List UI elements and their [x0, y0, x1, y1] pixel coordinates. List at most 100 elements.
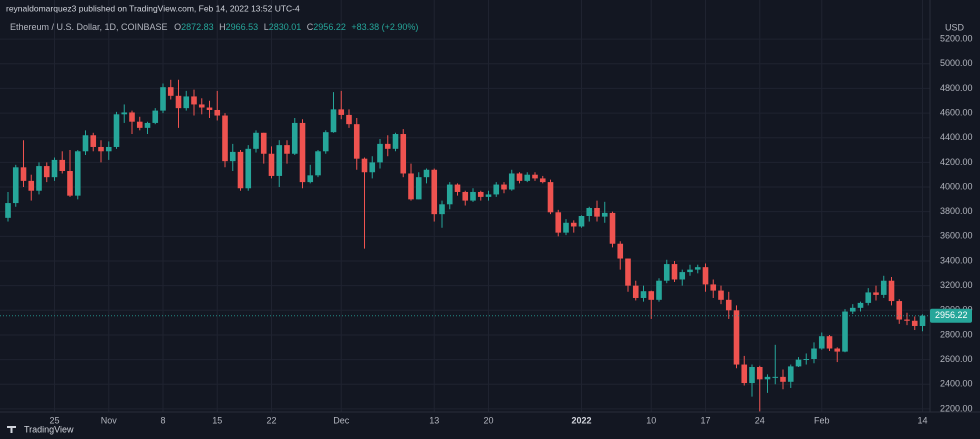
candle-body — [229, 151, 236, 162]
candle-body — [315, 151, 321, 176]
candle-body — [470, 191, 476, 201]
candle-body — [129, 112, 135, 122]
x-tick-label: 13 — [429, 415, 439, 425]
candle-body — [245, 148, 252, 189]
candle-body — [741, 364, 748, 384]
candle-body — [772, 376, 779, 378]
candle-body — [191, 96, 197, 105]
y-tick-label: 3400.00 — [940, 255, 973, 265]
x-tick-label: Dec — [333, 415, 350, 425]
candle-body — [268, 153, 275, 176]
candle-body — [919, 315, 926, 326]
candle-body — [733, 310, 740, 365]
currency: USD — [945, 22, 965, 32]
x-tick-label: 8 — [160, 415, 165, 425]
candle-body — [632, 285, 639, 298]
candle-body — [276, 145, 283, 176]
candle-body — [849, 307, 856, 312]
candle-body — [787, 366, 794, 382]
candle-body — [842, 311, 848, 352]
candle-body — [152, 110, 159, 123]
candle-body — [718, 290, 724, 300]
candle-body — [361, 158, 368, 173]
candle-body — [121, 112, 128, 115]
last-price-tag — [930, 308, 972, 323]
x-tick-label: 24 — [755, 415, 765, 425]
y-tick-label: 5000.00 — [940, 58, 973, 68]
candle-body — [617, 243, 624, 259]
y-tick-label: 5200.00 — [940, 33, 973, 43]
candle-body — [384, 143, 391, 149]
candle-body — [446, 184, 453, 205]
candle-body — [578, 216, 585, 227]
candle-body — [82, 135, 89, 152]
candle-body — [408, 173, 414, 200]
candle-body — [749, 367, 755, 384]
footer-brand: TradingView — [24, 424, 74, 434]
candle-body — [586, 207, 593, 216]
x-tick-label: 14 — [917, 415, 927, 425]
candle-body — [5, 203, 11, 218]
candle-body — [136, 121, 143, 128]
candle-body — [105, 146, 112, 152]
ohlc-label: H — [219, 22, 226, 32]
candle-body — [392, 134, 399, 149]
y-tick-label: 4000.00 — [940, 181, 973, 191]
x-tick-label: 2022 — [571, 415, 591, 425]
y-tick-label: 4800.00 — [940, 83, 973, 93]
candle-body — [415, 177, 422, 200]
candle-body — [167, 87, 174, 96]
candle-body — [431, 169, 438, 215]
candle-body — [811, 348, 817, 359]
candle-body — [454, 184, 461, 192]
candle-body — [764, 376, 771, 380]
candle-body — [36, 166, 42, 191]
low-value: 2830.01 — [269, 22, 302, 32]
candle-body — [873, 292, 879, 295]
candle-body — [679, 272, 686, 280]
candle-body — [369, 162, 376, 173]
candle-body — [601, 212, 608, 217]
candle-body — [485, 194, 492, 197]
change: +83.38 (+2.90%) — [351, 22, 418, 32]
candle-body — [795, 359, 802, 367]
candle-body — [818, 336, 825, 349]
y-tick-label: 2200.00 — [940, 403, 973, 413]
candle-body — [113, 114, 120, 147]
candle-body — [439, 204, 445, 215]
candle-body — [67, 171, 73, 196]
candle-body — [43, 166, 50, 178]
candle-body — [694, 267, 701, 270]
brand-logo — [7, 426, 16, 433]
grid — [0, 0, 930, 412]
candle-body — [640, 291, 647, 298]
candle-body — [648, 291, 655, 300]
y-tick-label: 3800.00 — [940, 206, 973, 216]
close-value: 2956.22 — [313, 22, 346, 32]
publisher-line: reynaldomarquez3 published on TradingVie… — [6, 3, 300, 13]
candle-body — [462, 191, 469, 201]
y-tick-label: 3200.00 — [940, 280, 973, 290]
y-tick-label: 4400.00 — [940, 132, 973, 142]
candle-body — [423, 169, 430, 178]
candle-body — [896, 301, 903, 320]
y-tick-label: 2400.00 — [940, 379, 973, 389]
candle-body — [725, 299, 732, 311]
candle-body — [90, 135, 97, 147]
ohlc-header: Ethereum / U.S. Dollar, 1D, COINBASE O28… — [10, 22, 418, 32]
candle-body — [183, 96, 190, 109]
y-tick-label: 4200.00 — [940, 157, 973, 167]
ohlc-label: C — [307, 22, 314, 32]
candle-body — [702, 267, 709, 285]
open-value: 2872.83 — [181, 22, 214, 32]
candle-body — [338, 109, 345, 115]
candle-body — [20, 167, 27, 181]
candle-body — [284, 145, 290, 154]
candle-body — [206, 107, 213, 110]
candle-body — [888, 280, 895, 302]
candle-body — [539, 178, 546, 183]
y-tick-label: 2800.00 — [940, 329, 973, 339]
